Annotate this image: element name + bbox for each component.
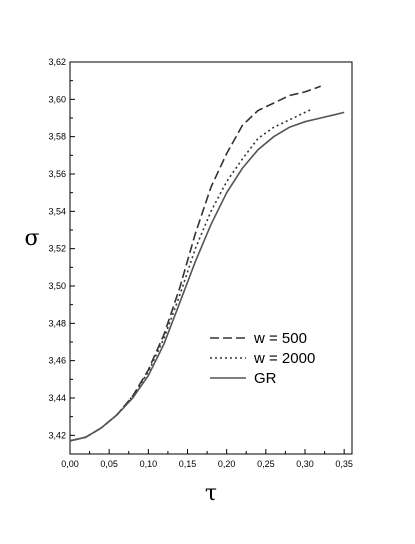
x-tick-label: 0,30 xyxy=(296,459,314,469)
x-tick-label: 0,15 xyxy=(179,459,197,469)
y-axis: 3,42 3,44 3,46 3,48 3,50 3,52 3,54 3,56 3,58 3,60… xyxy=(48,57,75,440)
y-tick-label: 3,44 xyxy=(48,393,66,403)
x-axis-title: τ xyxy=(205,481,217,506)
x-tick-label: 0,00 xyxy=(61,459,79,469)
y-tick-label: 3,42 xyxy=(48,430,66,440)
y-tick-label: 3,54 xyxy=(48,206,66,216)
x-tick-label: 0,35 xyxy=(335,459,353,469)
series-line-3 xyxy=(69,111,345,442)
y-tick-label: 3,62 xyxy=(48,57,66,67)
series-group xyxy=(69,85,345,442)
y-tick-label: 3,46 xyxy=(48,356,66,366)
y-tick-label: 3,58 xyxy=(48,132,66,142)
legend-label-2: w = 2000 xyxy=(253,350,315,367)
x-tick-label: 0,10 xyxy=(140,459,158,469)
x-axis: 0,00 0,05 0,10 0,15 0,20 0,25 0,30 0,35 xyxy=(61,449,353,469)
x-tick-label: 0,05 xyxy=(100,459,118,469)
y-tick-label: 3,56 xyxy=(48,169,66,179)
x-tick-label: 0,25 xyxy=(257,459,275,469)
y-tick-label: 3,52 xyxy=(48,244,66,254)
x-tick-label: 0,20 xyxy=(218,459,236,469)
y-axis-title: σ xyxy=(24,226,39,251)
y-tick-label: 3,60 xyxy=(48,94,66,104)
legend-label-3: GR xyxy=(254,370,277,387)
series-line-2 xyxy=(69,107,314,442)
legend-label-1: w = 500 xyxy=(253,330,307,347)
y-tick-label: 3,50 xyxy=(48,281,66,291)
legend: w = 500 w = 2000 GR xyxy=(210,330,315,387)
plot-frame xyxy=(69,61,353,455)
y-tick-label: 3,48 xyxy=(48,318,66,328)
